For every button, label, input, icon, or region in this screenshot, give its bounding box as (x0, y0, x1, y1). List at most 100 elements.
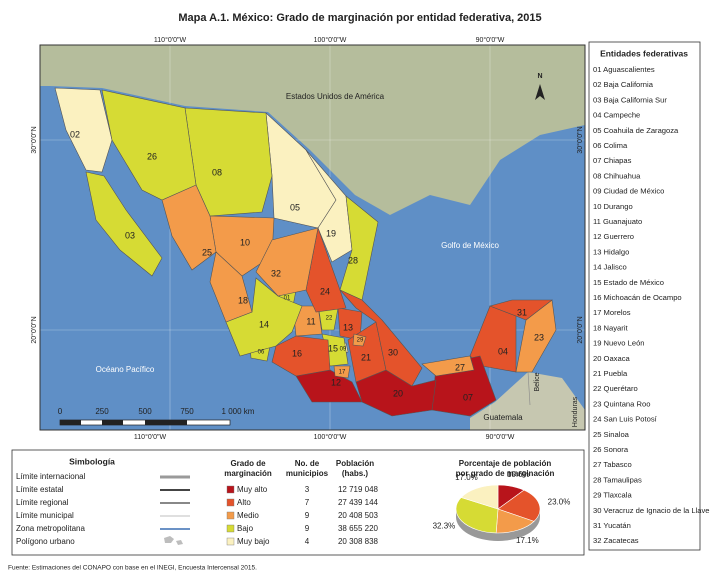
state-label: 07 (463, 392, 473, 402)
state-label: 15 (328, 343, 338, 353)
entity-item: 20 Oaxaca (593, 354, 631, 363)
entity-item: 08 Chihuahua (593, 171, 641, 180)
entity-item: 22 Querétaro (593, 384, 638, 393)
scale-bar (60, 420, 81, 425)
state-label: 31 (517, 307, 527, 317)
pie-label: 23.0% (548, 498, 571, 507)
state-label: 13 (343, 322, 353, 332)
pie-chart: Porcentaje de población por grado de marg… (433, 459, 571, 545)
entity-item: 21 Puebla (593, 369, 628, 378)
place-label: Guatemala (483, 413, 523, 422)
state-label: 14 (259, 319, 269, 329)
state-label: 02 (70, 129, 80, 139)
scale-label: 250 (95, 407, 109, 416)
entity-item: 25 Sinaloa (593, 430, 630, 439)
meridian-label: 90°0'0"W (486, 433, 515, 441)
grade-population: 20 308 838 (338, 537, 379, 546)
entity-item: 10 Durango (593, 202, 633, 211)
entity-item: 26 Sonora (593, 445, 629, 454)
parallel-label: 20°0'0"N (30, 316, 38, 343)
grade-count: 9 (305, 511, 310, 520)
central-america-land (470, 372, 585, 430)
north-label: N (537, 73, 542, 80)
state (339, 289, 423, 387)
grade-count: 7 (305, 498, 310, 507)
entity-item: 03 Baja California Sur (593, 95, 667, 104)
entity-item: 14 Jalisco (593, 263, 627, 272)
state-label: 03 (125, 230, 135, 240)
map: 01 02 03 04 05 06 07 08 09 10 11 12 13 14 15 16 17 18 19 20… (40, 45, 585, 430)
usa-land (40, 45, 585, 215)
grade-count: 9 (305, 524, 310, 533)
pie-label: 17.0% (455, 473, 478, 482)
grade-population: 20 408 503 (338, 511, 379, 520)
scale-label: 500 (138, 407, 152, 416)
table-header: Grado de marginación (224, 459, 272, 478)
entity-item: 16 Michoacán de Ocampo (593, 293, 682, 302)
state (352, 333, 367, 347)
symbology-item: Límite estatal (16, 485, 64, 494)
title: Mapa A.1. México: Grado de marginación p… (178, 12, 541, 24)
state-label: 30 (388, 347, 398, 357)
state-label: 16 (292, 348, 302, 358)
entity-item: 32 Zacatecas (593, 536, 639, 545)
grade-swatch (226, 511, 235, 520)
meridian-label: 100°0'0"W (314, 36, 347, 44)
state (225, 277, 303, 357)
grade-swatch (226, 524, 235, 533)
place-label: Belice (534, 372, 541, 391)
meridian-label: 110°0'0"W (134, 433, 167, 441)
entity-list: 01 Aguascalientes 02 Baja California 03 Ba… (593, 65, 710, 545)
symbology-item: Zona metropolitana (16, 524, 85, 533)
entity-legend-box (588, 41, 701, 551)
entity-item: 31 Yucatán (593, 521, 631, 530)
state-label: 28 (348, 255, 358, 265)
entity-item: 13 Hidalgo (593, 247, 629, 256)
state-label: 09 (340, 347, 347, 353)
grade-swatch (226, 537, 235, 546)
scale-bar (102, 420, 123, 425)
entity-item: 29 Tlaxcala (593, 491, 632, 500)
table-header: Población (habs.) (336, 459, 374, 478)
entity-legend-title: Entidades federativas (600, 48, 688, 58)
pie-label: 10.6% (507, 470, 530, 479)
state-label: 18 (238, 295, 248, 305)
grade-name: Alto (237, 498, 251, 507)
entity-item: 02 Baja California (593, 80, 654, 89)
pie-label: 17.1% (516, 536, 539, 545)
pie-label: 32.3% (433, 522, 456, 531)
entity-item: 11 Guanajuato (593, 217, 642, 226)
entity-item: 24 San Luis Potosí (593, 415, 658, 424)
symbology: Límite internacional Límite estatal Lími… (16, 472, 190, 546)
grade-swatch (226, 485, 235, 494)
grade-swatch (226, 498, 235, 507)
parallel-label: 20°0'0"N (576, 316, 584, 343)
meridian-label: 110°0'0"W (154, 36, 187, 44)
state-label: 17 (339, 370, 346, 376)
state (271, 335, 331, 377)
state-label: 04 (498, 346, 508, 356)
entity-item: 01 Aguascalientes (593, 65, 655, 74)
symbology-title: Simbología (69, 456, 115, 466)
pie-slice (455, 497, 499, 534)
state-label: 22 (326, 316, 333, 322)
entity-item: 19 Nuevo León (593, 339, 645, 348)
state (421, 355, 475, 377)
grade-name: Muy alto (237, 485, 268, 494)
entity-item: 30 Veracruz de Ignacio de la Llave (593, 506, 710, 515)
entity-item: 05 Coahuila de Zaragoza (593, 126, 679, 135)
state (255, 227, 319, 297)
grade-count: 3 (305, 485, 310, 494)
symbology-item: Límite regional (16, 498, 69, 507)
entity-item: 28 Tamaulipas (593, 475, 642, 484)
state-label: 29 (357, 338, 364, 344)
place-label: Estados Unidos de América (286, 92, 385, 101)
border (527, 371, 531, 406)
state (489, 299, 553, 321)
grade-population: 27 439 144 (338, 498, 379, 507)
state-label: 11 (306, 316, 315, 326)
entity-item: 04 Campeche (593, 111, 640, 120)
pie-slice (460, 484, 499, 510)
meridian-label: 90°0'0"W (476, 36, 505, 44)
